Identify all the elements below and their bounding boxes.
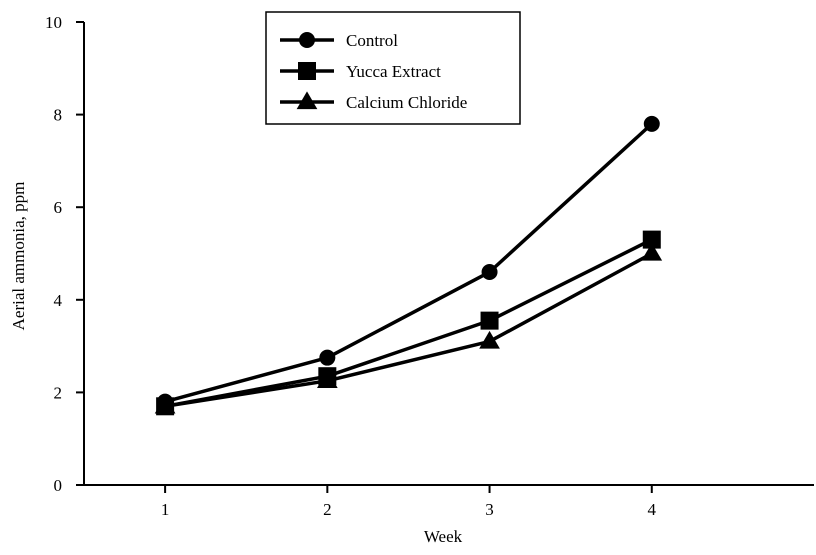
x-tick-label: 4 [648,500,657,519]
data-point-calcium-chloride [316,370,338,389]
series-layer [154,115,663,416]
legend-label: Yucca Extract [346,62,441,81]
data-point-calcium-chloride [154,395,176,414]
data-point-control [319,349,336,366]
legend-label: Control [346,31,398,50]
legend-marker-control [299,32,315,48]
x-tick-label: 1 [161,500,170,519]
data-point-yucca-extract [642,230,661,249]
series-line-control [164,122,653,404]
x-tick-label: 3 [485,500,494,519]
legend-label: Calcium Chloride [346,93,467,112]
legend-entry-yucca-extract: Yucca Extract [280,62,441,81]
series-line-yucca-extract [164,238,653,409]
y-tick-label: 8 [54,106,63,125]
x-tick-label: 2 [323,500,332,519]
legend-entry-control: Control [280,31,398,50]
y-tick-label: 2 [54,383,63,402]
data-point-control [643,115,660,132]
legend-marker-calcium-chloride [296,91,318,110]
x-axis-label: Week [424,527,463,546]
legend: Control Yucca Extract Calcium Chloride [265,11,521,125]
data-point-calcium-chloride [479,330,500,349]
y-axis-label: Aerial ammonia, ppm [9,182,28,331]
legend-entry-calcium-chloride: Calcium Chloride [280,91,467,112]
series-line-calcium-chloride [164,251,653,409]
data-point-control [481,264,498,281]
data-point-calcium-chloride [641,242,663,261]
data-point-yucca-extract [480,311,499,330]
y-tick-label: 0 [54,476,63,495]
y-tick-label: 4 [54,291,63,310]
series-control [157,115,660,410]
series-calcium-chloride [154,242,663,414]
series-yucca-extract [156,230,661,416]
y-tick-label: 10 [45,13,62,32]
legend-marker-yucca-extract [298,62,316,80]
y-tick-label: 6 [54,198,63,217]
